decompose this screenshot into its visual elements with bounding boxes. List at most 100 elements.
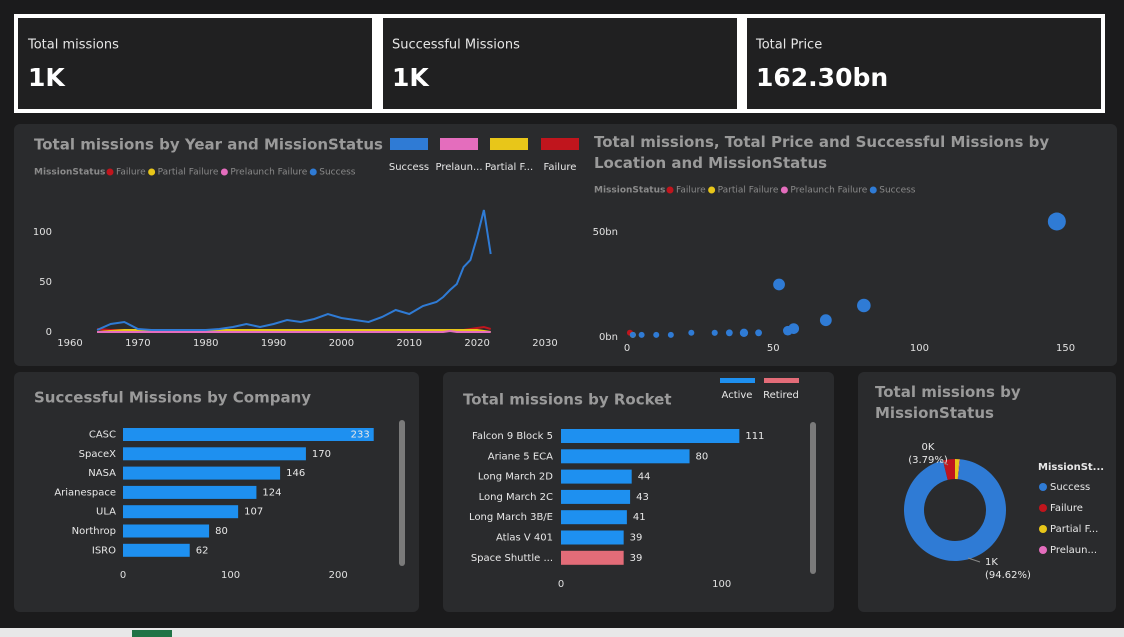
y-tick-label: ISRO — [92, 545, 116, 556]
legend-swatch — [1039, 525, 1047, 533]
bar — [123, 485, 257, 499]
bubble — [653, 331, 660, 338]
data-label: 43 — [636, 492, 649, 503]
y-tick-label: Falcon 9 Block 5 — [472, 431, 553, 442]
leader-line — [939, 459, 949, 466]
legend-text: Success — [1050, 482, 1090, 493]
legend-text: Partial Failure — [718, 186, 779, 196]
legend-swatch — [1039, 483, 1047, 491]
legend-text: Success — [879, 186, 916, 196]
card — [747, 18, 1101, 109]
chart-title: Total missions by Year and MissionStatus — [34, 136, 383, 154]
y-tick-label: NASA — [88, 468, 116, 479]
scrollbar[interactable] — [399, 420, 405, 566]
y-tick-label: 0bn — [599, 332, 618, 343]
scrollbar[interactable] — [810, 422, 816, 574]
x-tick-label: 0 — [624, 343, 630, 354]
legend-text: Success — [319, 168, 356, 178]
panel — [14, 124, 1117, 366]
legend-text: Success — [389, 162, 429, 173]
chart-title: Total missions by MissionStatus — [875, 383, 1021, 422]
y-tick-label: 50 — [39, 277, 52, 288]
data-label: 170 — [312, 449, 331, 460]
line-series — [96, 209, 492, 331]
card-label: Total missions — [27, 38, 119, 53]
y-tick-label: Northrop — [72, 526, 116, 537]
bubble — [1047, 212, 1066, 231]
legend-swatch — [148, 168, 156, 176]
y-tick-label: Space Shuttle ... — [471, 553, 553, 564]
page-tab[interactable] — [132, 630, 172, 637]
data-label: 44 — [638, 472, 651, 483]
legend-swatch — [541, 138, 579, 150]
legend-text: Failure — [1050, 503, 1083, 514]
legend-swatch — [390, 138, 428, 150]
y-tick-label: SpaceX — [79, 449, 116, 460]
data-label: 1K (94.62%) — [985, 557, 1031, 581]
data-label: 111 — [745, 431, 764, 442]
chart-title: Successful Missions by Company — [34, 389, 311, 407]
bubble — [739, 328, 749, 337]
x-tick-label: 50 — [767, 343, 780, 354]
x-tick-label: 2030 — [532, 338, 557, 349]
data-label: 41 — [633, 512, 646, 523]
bubble — [711, 329, 718, 336]
legend-swatch — [764, 378, 799, 383]
legend-text: Prelaun... — [1050, 545, 1097, 556]
y-tick-label: 100 — [33, 227, 52, 238]
bar — [561, 510, 627, 525]
x-tick-label: 2010 — [397, 338, 422, 349]
bubble — [638, 331, 645, 338]
chart-title: Total missions, Total Price and Successf… — [594, 133, 1049, 172]
x-tick-label: 1980 — [193, 338, 218, 349]
x-tick-label: 1970 — [125, 338, 150, 349]
legend-swatch — [309, 168, 317, 176]
data-label: 80 — [215, 526, 228, 537]
y-tick-label: Long March 2C — [479, 492, 553, 503]
y-tick-label: Long March 2D — [478, 472, 553, 483]
bar — [123, 524, 210, 538]
bubble — [667, 331, 674, 338]
card-value: 162.30bn — [756, 63, 888, 92]
y-tick-label: 50bn — [593, 227, 618, 238]
bar — [561, 550, 624, 565]
legend-text: Retired — [763, 390, 799, 401]
x-tick-label: 2000 — [329, 338, 354, 349]
legend-swatch — [220, 168, 228, 176]
legend-title: MissionSt... — [1038, 462, 1104, 473]
y-tick-label: Atlas V 401 — [496, 533, 553, 544]
legend-swatch — [780, 186, 788, 194]
bubble — [857, 298, 871, 313]
legend-text: Partial F... — [1050, 524, 1098, 535]
legend-swatch — [708, 186, 716, 194]
line-series — [97, 329, 491, 333]
card-value: 1K — [28, 63, 66, 92]
donut-slice — [957, 459, 961, 480]
bar — [123, 466, 281, 480]
data-label: 233 — [351, 430, 370, 441]
legend-text: Partial F... — [485, 162, 533, 173]
data-label: 107 — [244, 507, 263, 518]
legend-swatch — [869, 186, 877, 194]
bubble — [755, 329, 762, 337]
bubble — [773, 278, 785, 291]
bar — [561, 489, 631, 504]
bar — [123, 447, 306, 461]
x-tick-label: 100 — [910, 343, 929, 354]
bubble — [629, 331, 636, 338]
card-label: Successful Missions — [392, 38, 520, 53]
x-tick-label: 100 — [712, 579, 731, 590]
bar — [123, 505, 239, 519]
status-bar — [0, 628, 1124, 637]
bar — [123, 428, 374, 441]
bar — [561, 429, 740, 443]
donut-slice — [955, 459, 960, 480]
legend-title: MissionStatus — [594, 186, 665, 196]
legend-swatch — [440, 138, 478, 150]
legend-text: Failure — [676, 186, 706, 196]
data-label: 39 — [630, 533, 643, 544]
bubble — [783, 325, 793, 336]
legend-swatch — [666, 186, 674, 194]
bubble — [688, 329, 695, 336]
